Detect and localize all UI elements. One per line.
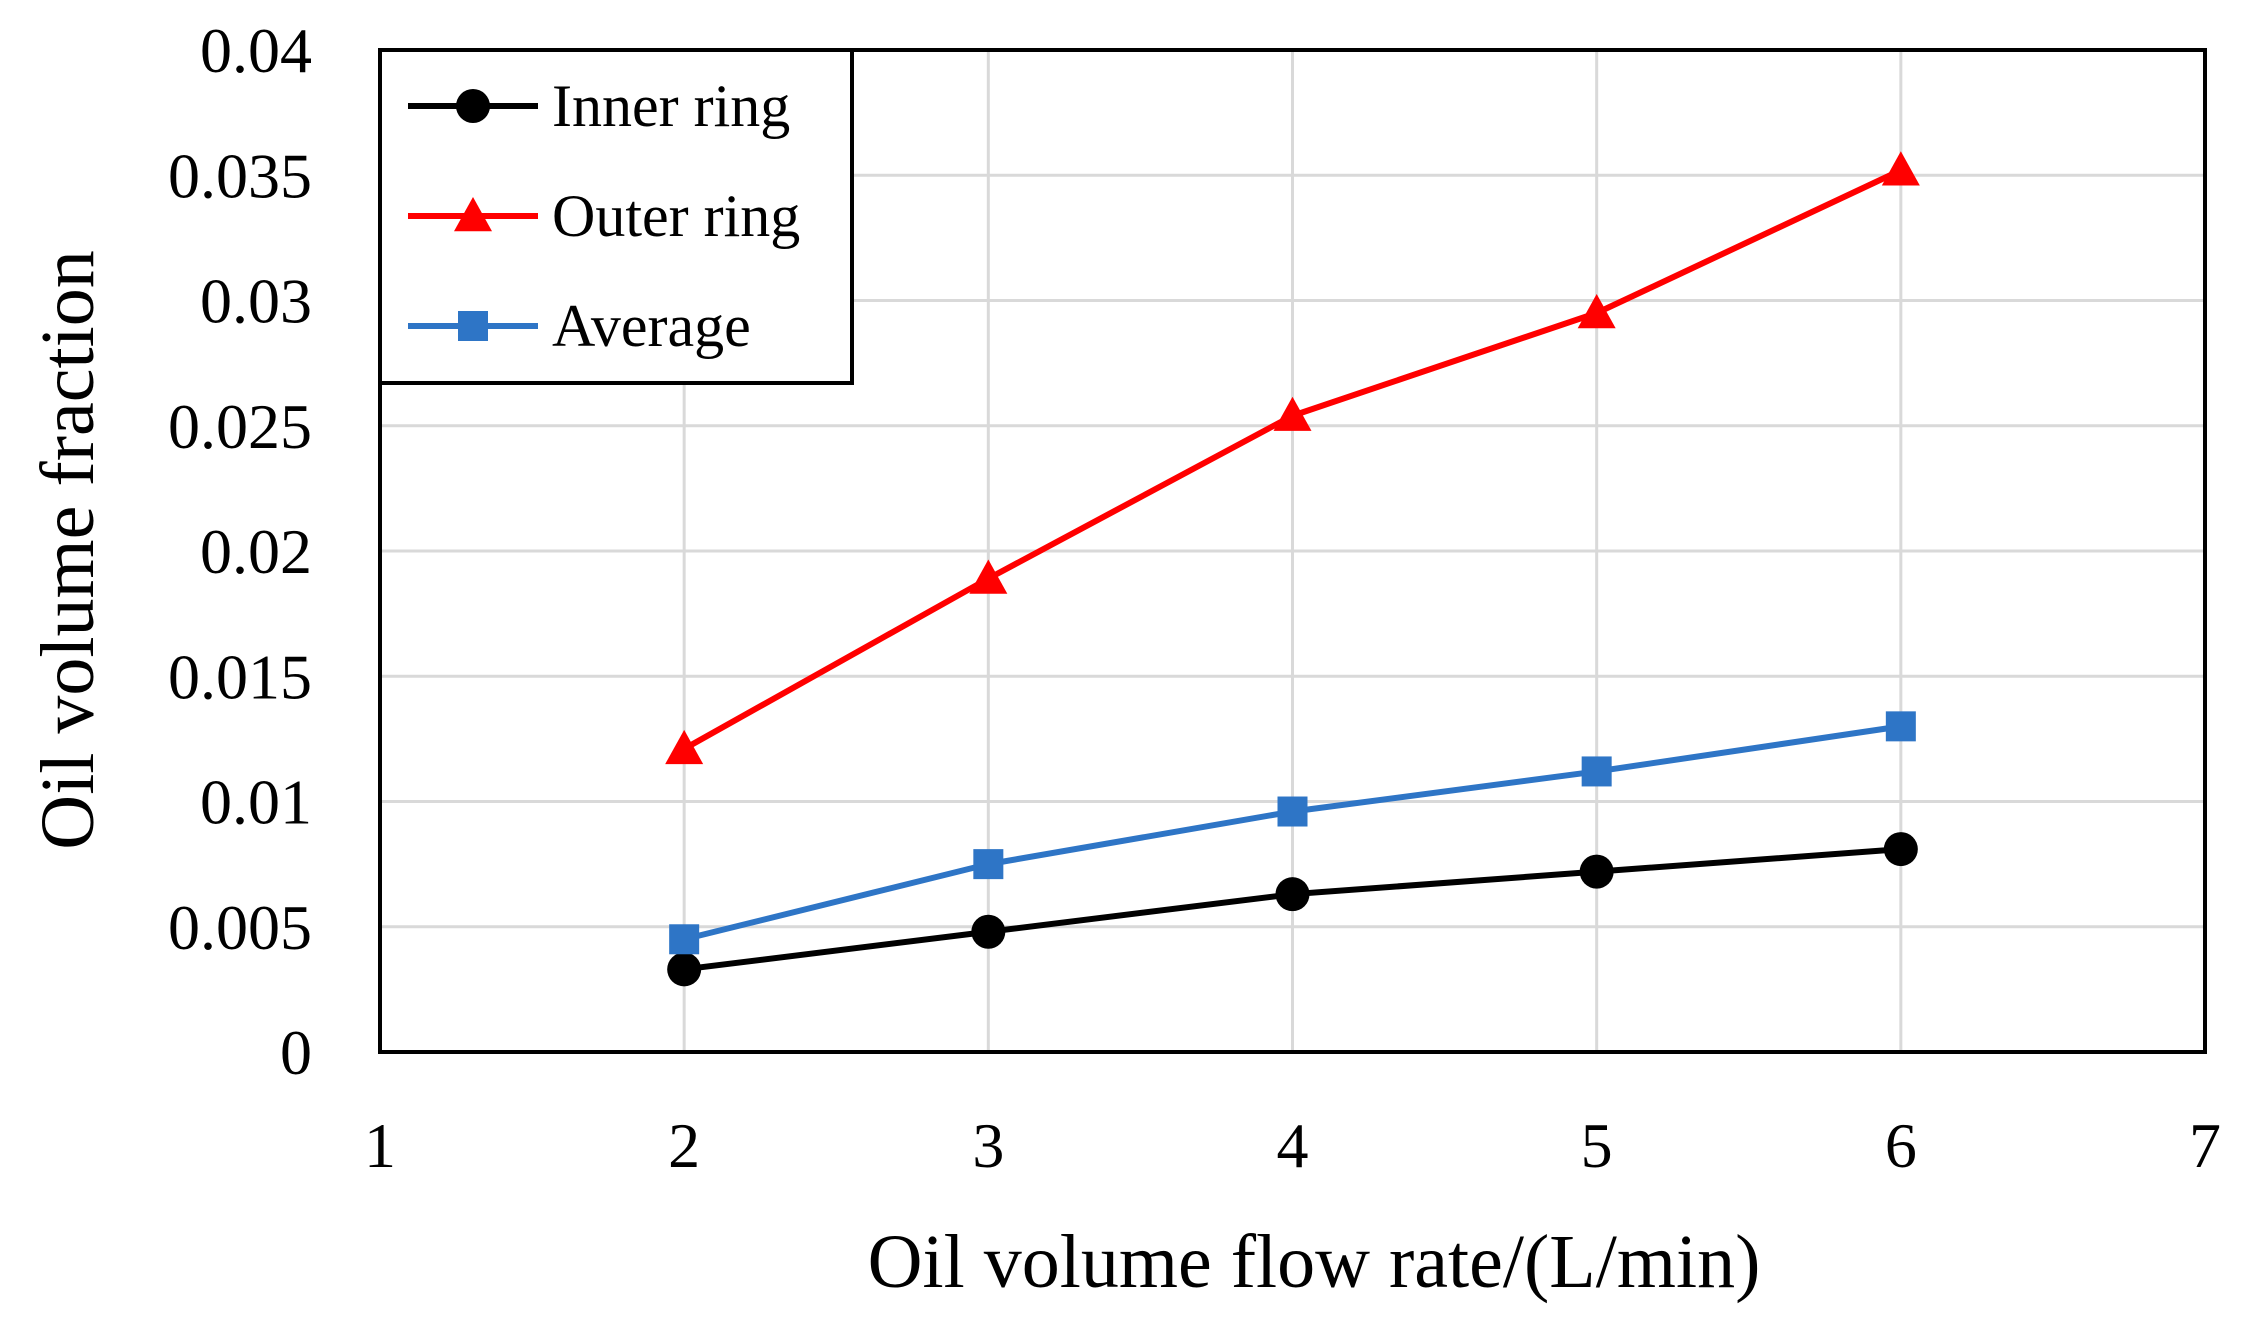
data-point (969, 559, 1008, 594)
y-tick-label: 0.015 (168, 641, 312, 712)
data-point (971, 914, 1006, 949)
data-point (1273, 396, 1312, 431)
y-tick-label: 0.01 (200, 767, 312, 838)
data-point (669, 924, 700, 955)
x-tick-label: 5 (1581, 1110, 1613, 1181)
x-tick-label: 6 (1885, 1110, 1917, 1181)
y-tick-label: 0.02 (200, 516, 312, 587)
data-point (1277, 796, 1308, 827)
data-point (1885, 711, 1916, 742)
data-point (1881, 151, 1920, 186)
y-axis-tick-labels: 0 0.005 0.01 0.015 0.02 0.025 0.03 0.035 0.04 (168, 15, 312, 1088)
legend: Inner ring Outer ring Average (378, 48, 854, 385)
legend-marker (456, 89, 490, 123)
data-point (1577, 294, 1616, 329)
legend-marker (458, 311, 488, 341)
data-point (1275, 877, 1310, 912)
data-point (1883, 832, 1918, 867)
y-tick-label: 0.035 (168, 140, 312, 211)
legend-label: Inner ring (552, 73, 790, 139)
y-tick-label: 0.04 (200, 15, 312, 86)
plot-area-frame (378, 48, 2207, 1054)
y-tick-label: 0.03 (200, 266, 312, 337)
x-tick-label: 7 (2189, 1110, 2221, 1181)
legend-label: Average (552, 293, 751, 359)
data-point (665, 729, 704, 765)
series-inner-ring (667, 832, 1918, 987)
data-point (973, 849, 1004, 880)
legend-item: Average (408, 293, 751, 359)
y-tick-label: 0.025 (168, 391, 312, 462)
series-outer-ring (665, 151, 1920, 765)
x-axis-tick-labels: 1 2 3 4 5 6 7 (364, 1110, 2221, 1181)
x-tick-label: 3 (972, 1110, 1004, 1181)
legend-item: Outer ring (408, 183, 800, 249)
data-point (1579, 854, 1614, 889)
x-tick-label: 1 (364, 1110, 396, 1181)
legend-item: Inner ring (408, 73, 790, 139)
y-axis-title: Oil volume fraction (26, 250, 110, 849)
series-average (669, 711, 1916, 955)
x-tick-label: 4 (1277, 1110, 1309, 1181)
data-point (667, 952, 702, 987)
legend-marker (454, 197, 492, 232)
y-tick-label: 0.005 (168, 892, 312, 963)
legend-label: Outer ring (552, 183, 800, 249)
data-point (1581, 756, 1612, 787)
x-tick-label: 2 (668, 1110, 700, 1181)
data-series (665, 151, 1920, 987)
y-tick-label: 0 (280, 1017, 312, 1088)
x-axis-title: Oil volume flow rate/(L/min) (868, 1220, 1761, 1304)
